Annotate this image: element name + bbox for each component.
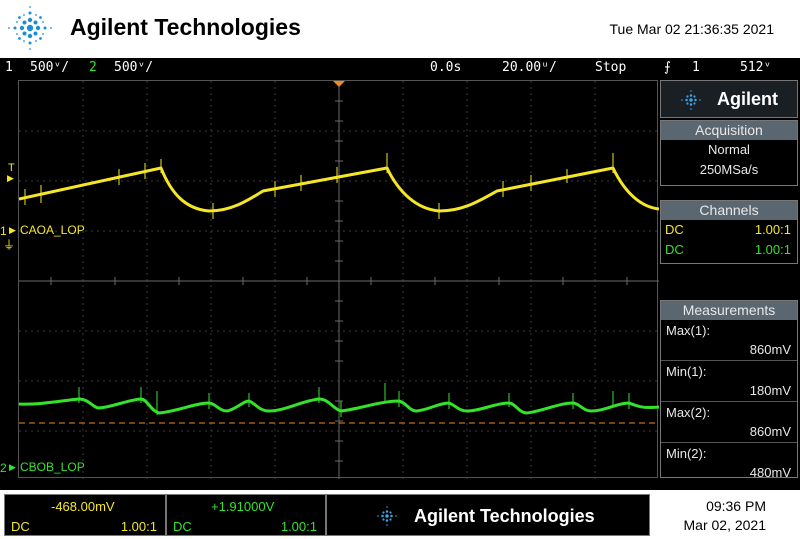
ch2-label: CBOB_LOP <box>20 460 85 474</box>
bottom-bar: -468.00mV DC 1.00:1 +1.91000V DC 1.00:1 … <box>0 490 800 539</box>
measurement-label: Max(2): <box>666 405 711 420</box>
acquisition-title: Acquisition <box>661 121 797 140</box>
channel-row: DC 1.00:1 <box>661 240 797 260</box>
measurement-label: Max(1): <box>666 323 711 338</box>
status-bar: 1 500ᵛ/ 2 500ᵛ/ 0.0s 20.00ᵘ/ Stop ⨍ 1 51… <box>0 58 800 78</box>
channels-title: Channels <box>661 201 797 220</box>
measurement-label: Min(2): <box>666 446 707 461</box>
measurement-item: Min(2): 480mV <box>661 443 797 483</box>
measurement-item: Min(1): 180mV <box>661 361 797 402</box>
side-brand-box: Agilent <box>660 80 798 118</box>
channel-row: DC 1.00:1 <box>661 220 797 240</box>
trigger-position-marker <box>333 81 345 87</box>
measurement-value: 180mV <box>749 383 791 398</box>
bottom-brand-label: Agilent Technologies <box>414 506 595 526</box>
ch1-label: CAOA_LOP <box>20 223 85 237</box>
bottom-time: 09:36 PM <box>706 498 766 514</box>
bottom-brand-box <box>326 494 650 536</box>
channel-coupling: DC <box>665 242 684 257</box>
header-datetime: Tue Mar 02 21:36:35 2021 <box>609 21 775 37</box>
side-panel: Agilent Acquisition Normal 250MSa/s Chan… <box>660 80 800 480</box>
channel-probe: 1.00:1 <box>754 242 791 257</box>
ch2-marker-arrow-icon: ▶ <box>9 462 16 472</box>
ch1-scale[interactable]: 500ᵛ/ <box>30 60 70 75</box>
time-delay[interactable]: 0.0s <box>430 60 462 75</box>
channel-coupling: DC <box>665 222 684 237</box>
ch1-number[interactable]: 1 <box>5 60 13 75</box>
ch1-probe: 1.00:1 <box>120 519 157 534</box>
measurement-item: Max(2): 860mV <box>661 402 797 443</box>
ground-icon: ⏚ <box>3 238 16 252</box>
measurement-value: 480mV <box>749 465 791 480</box>
agilent-spark-logo-icon <box>8 6 52 50</box>
measurement-value: 860mV <box>749 342 791 357</box>
agilent-spark-bottom-icon <box>377 506 397 526</box>
measurements-panel[interactable]: Measurements Max(1): 860mV Min(1): 180mV… <box>660 300 798 480</box>
trigger-level[interactable]: 512ᵛ <box>740 60 772 75</box>
ch2-coupling: DC <box>173 519 192 534</box>
waveform-display[interactable] <box>18 80 659 479</box>
ch2-ground-marker[interactable]: 2 <box>0 461 7 475</box>
ch2-probe: 1.00:1 <box>280 519 317 534</box>
acquisition-rate: 250MSa/s <box>699 162 759 177</box>
ch1-coupling: DC <box>11 519 30 534</box>
side-brand-label: Agilent <box>717 89 778 109</box>
ch2-offset: +1.91000V <box>211 499 275 514</box>
run-state[interactable]: Stop <box>595 60 627 75</box>
trigger-level-marker[interactable]: T <box>8 162 15 174</box>
measurement-label: Min(1): <box>666 364 707 379</box>
time-scale[interactable]: 20.00ᵘ/ <box>502 60 557 75</box>
agilent-spark-small-icon <box>681 90 701 110</box>
ch1-softkey-box[interactable]: -468.00mV DC 1.00:1 <box>4 494 166 536</box>
trigger-source[interactable]: 1 <box>692 60 700 75</box>
measurement-value: 860mV <box>749 424 791 439</box>
acquisition-mode: Normal <box>708 142 750 157</box>
ch2-softkey-box[interactable]: +1.91000V DC 1.00:1 <box>166 494 326 536</box>
ch1-ground-marker[interactable]: 1 <box>0 224 7 238</box>
ch1-waveform <box>19 166 659 213</box>
measurement-item: Max(1): 860mV <box>661 320 797 361</box>
header-bar: Agilent Technologies Tue Mar 02 21:36:35… <box>0 0 800 58</box>
bottom-date: Mar 02, 2021 <box>683 517 767 533</box>
ch1-marker-arrow-icon: ▶ <box>9 225 16 235</box>
ch2-scale[interactable]: 500ᵛ/ <box>114 60 154 75</box>
measurements-title: Measurements <box>661 301 797 320</box>
ch1-offset: -468.00mV <box>51 499 115 514</box>
edge-trigger-icon: ⨍ <box>664 60 671 75</box>
ch2-number[interactable]: 2 <box>89 60 97 75</box>
trigger-arrow-icon: ▶ <box>7 173 14 183</box>
graticule <box>19 81 659 479</box>
channel-probe: 1.00:1 <box>754 222 791 237</box>
channels-panel[interactable]: Channels DC 1.00:1 DC 1.00:1 <box>660 200 798 264</box>
acquisition-panel[interactable]: Acquisition Normal 250MSa/s <box>660 120 798 186</box>
brand-title: Agilent Technologies <box>70 14 301 40</box>
